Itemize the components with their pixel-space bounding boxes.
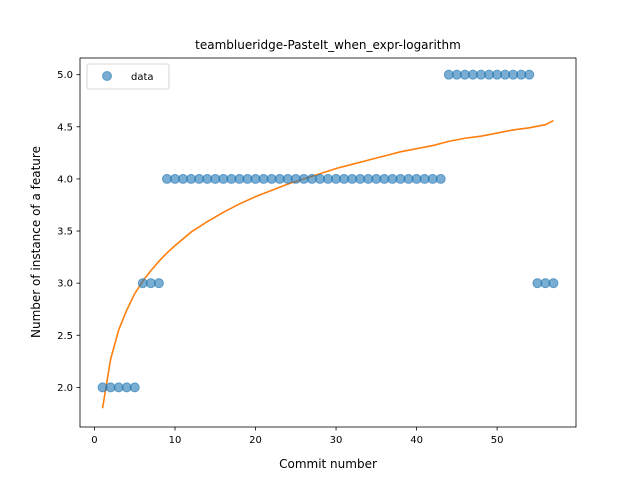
legend-box [86, 63, 170, 90]
y-tick-label: 3.0 [57, 279, 73, 290]
chart-title: teamblueridge-PasteIt_when_expr-logarith… [195, 38, 461, 52]
y-axis-ticks: 2.0 2.5 3.0 3.5 4.0 4.5 5.0 [57, 70, 80, 394]
x-tick-label: 30 [330, 435, 343, 446]
legend-marker-data [102, 71, 112, 81]
legend-label-data: data [131, 72, 154, 83]
x-tick-label: 40 [410, 435, 423, 446]
x-axis-ticks: 0 10 20 30 40 50 [91, 427, 503, 446]
x-tick-label: 10 [169, 435, 182, 446]
data-point [524, 69, 535, 80]
y-axis-label: Number of instance of a feature [29, 146, 43, 338]
plot-frame [79, 57, 577, 428]
legend: data [86, 63, 170, 90]
y-tick-label: 2.0 [57, 383, 73, 394]
y-tick-label: 4.5 [57, 122, 73, 133]
data-point [153, 278, 164, 289]
data-point [435, 173, 446, 184]
x-tick-label: 0 [91, 435, 97, 446]
data-point [548, 278, 559, 289]
y-tick-label: 4.0 [57, 174, 73, 185]
x-tick-label: 20 [249, 435, 262, 446]
y-tick-label: 3.5 [57, 227, 73, 238]
x-tick-label: 50 [491, 435, 504, 446]
x-axis-label: Commit number [279, 457, 377, 471]
y-tick-label: 5.0 [57, 70, 73, 81]
y-tick-label: 2.5 [57, 331, 73, 342]
data-points-layer [97, 69, 559, 393]
plot-area [80, 58, 576, 427]
data-point [129, 382, 140, 393]
